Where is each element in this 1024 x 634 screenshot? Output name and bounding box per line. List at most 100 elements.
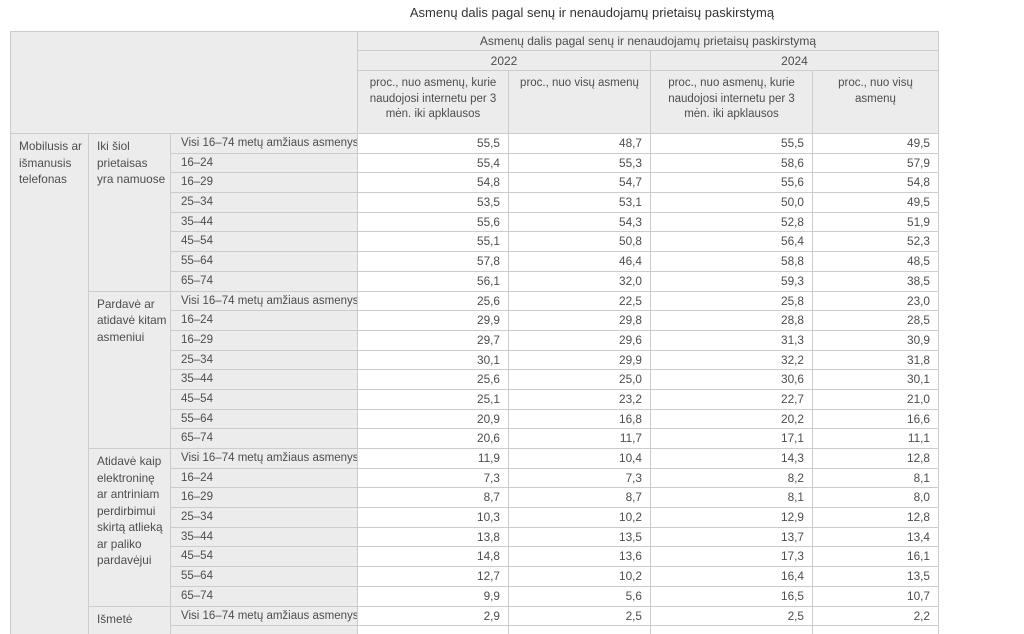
- value-cell: 58,6: [651, 153, 813, 174]
- value-cell: 55,5: [358, 134, 509, 154]
- value-cell: 57,9: [813, 153, 939, 174]
- value-cell: 54,7: [509, 173, 651, 194]
- age-label-cell: 35–44: [171, 527, 358, 548]
- age-label-cell: 16–24: [171, 153, 358, 174]
- value-cell: 54,3: [509, 212, 651, 233]
- value-cell: 52,8: [651, 212, 813, 233]
- value-cell: 29,7: [358, 330, 509, 351]
- age-label-cell: 55–64: [171, 252, 358, 272]
- value-cell: 55,6: [651, 173, 813, 194]
- value-cell: 7,3: [509, 468, 651, 489]
- value-cell: 57,8: [358, 252, 509, 272]
- group-label-cell: Pardavė ar atidavė kitam asmeniui: [89, 291, 171, 449]
- age-label-cell: 35–44: [171, 370, 358, 390]
- value-cell: 28,8: [651, 311, 813, 331]
- column-header-all-persons-2022: proc., nuo visų asmenų: [509, 71, 651, 134]
- value-cell: 13,5: [813, 567, 939, 587]
- value-cell: 20,6: [358, 429, 509, 449]
- value-cell: 30,9: [813, 330, 939, 351]
- value-cell: 11,1: [813, 429, 939, 449]
- value-cell: 51,9: [813, 212, 939, 233]
- value-cell: 54,8: [358, 173, 509, 194]
- value-cell: 23,0: [813, 291, 939, 312]
- age-label-cell: 16–24: [171, 468, 358, 489]
- value-cell: 5,6: [509, 586, 651, 607]
- value-cell: 25,6: [358, 291, 509, 312]
- value-cell: 49,5: [813, 193, 939, 213]
- column-header-all-persons-2024: proc., nuo visų asmenų: [813, 71, 939, 134]
- corner-cell: [11, 32, 358, 134]
- value-cell: 8,2: [651, 468, 813, 489]
- value-cell: 22,7: [651, 389, 813, 410]
- age-label-cell: 65–74: [171, 586, 358, 607]
- value-cell: 25,1: [358, 389, 509, 410]
- value-cell: 30,1: [813, 370, 939, 390]
- value-cell: 25,6: [358, 370, 509, 390]
- value-cell: 7,3: [358, 468, 509, 489]
- value-cell: 38,5: [813, 271, 939, 292]
- value-cell: 8,0: [813, 488, 939, 509]
- value-cell: 20,2: [651, 409, 813, 430]
- value-cell: 56,4: [651, 232, 813, 253]
- value-cell: 2,9: [358, 606, 509, 627]
- value-cell: 32,2: [651, 350, 813, 371]
- value-cell: 13,4: [813, 527, 939, 548]
- age-label-cell: Visi 16–74 metų amžiaus asmenys: [171, 449, 358, 469]
- value-cell: 46,4: [509, 252, 651, 272]
- age-label-cell: 25–34: [171, 193, 358, 213]
- value-cell: 50,8: [509, 232, 651, 253]
- value-cell: 32,0: [509, 271, 651, 292]
- value-cell: [651, 626, 813, 634]
- table-title-header: Asmenų dalis pagal senų ir nenaudojamų p…: [358, 32, 939, 51]
- value-cell: 28,5: [813, 311, 939, 331]
- value-cell: 31,8: [813, 350, 939, 371]
- value-cell: 29,8: [509, 311, 651, 331]
- age-label-cell: Visi 16–74 metų amžiaus asmenys: [171, 134, 358, 154]
- year-header-2024: 2024: [651, 51, 939, 71]
- value-cell: 53,1: [509, 193, 651, 213]
- value-cell: 16,6: [813, 409, 939, 430]
- value-cell: 17,3: [651, 547, 813, 568]
- age-label-cell: 35–44: [171, 212, 358, 233]
- age-label-cell: 16–29: [171, 488, 358, 509]
- value-cell: 11,9: [358, 449, 509, 469]
- value-cell: 10,2: [509, 567, 651, 587]
- value-cell: 54,8: [813, 173, 939, 194]
- value-cell: 55,6: [358, 212, 509, 233]
- value-cell: 16,8: [509, 409, 651, 430]
- value-cell: 30,1: [358, 350, 509, 371]
- value-cell: 22,5: [509, 291, 651, 312]
- value-cell: 55,4: [358, 153, 509, 174]
- age-label-cell: 16–24: [171, 311, 358, 331]
- value-cell: 13,8: [358, 527, 509, 548]
- column-header-internet-users-2022: proc., nuo asmenų, kurie naudojosi inter…: [358, 71, 509, 134]
- age-label-cell: 16–29: [171, 330, 358, 351]
- value-cell: 9,9: [358, 586, 509, 607]
- value-cell: 8,1: [651, 488, 813, 509]
- statistics-table: Asmenų dalis pagal senų ir nenaudojamų p…: [10, 31, 939, 634]
- year-header-2022: 2022: [358, 51, 651, 71]
- value-cell: 56,1: [358, 271, 509, 292]
- age-label-cell: 25–34: [171, 350, 358, 371]
- age-label-cell: 55–64: [171, 567, 358, 587]
- value-cell: 21,0: [813, 389, 939, 410]
- value-cell: 14,3: [651, 449, 813, 469]
- value-cell: 12,8: [813, 449, 939, 469]
- age-label-cell: 65–74: [171, 271, 358, 292]
- value-cell: 14,8: [358, 547, 509, 568]
- age-label-cell: 45–54: [171, 232, 358, 253]
- value-cell: 13,5: [509, 527, 651, 548]
- value-cell: 52,3: [813, 232, 939, 253]
- age-label-cell: 55–64: [171, 409, 358, 430]
- age-label-cell: [171, 626, 358, 634]
- group-label-cell: Iki šiol prietaisas yra namuose: [89, 134, 171, 292]
- value-cell: 17,1: [651, 429, 813, 449]
- value-cell: 11,7: [509, 429, 651, 449]
- value-cell: 10,3: [358, 508, 509, 528]
- value-cell: 13,7: [651, 527, 813, 548]
- value-cell: 50,0: [651, 193, 813, 213]
- value-cell: 2,5: [651, 606, 813, 627]
- value-cell: 2,2: [813, 606, 939, 627]
- age-label-cell: 25–34: [171, 508, 358, 528]
- value-cell: 29,9: [358, 311, 509, 331]
